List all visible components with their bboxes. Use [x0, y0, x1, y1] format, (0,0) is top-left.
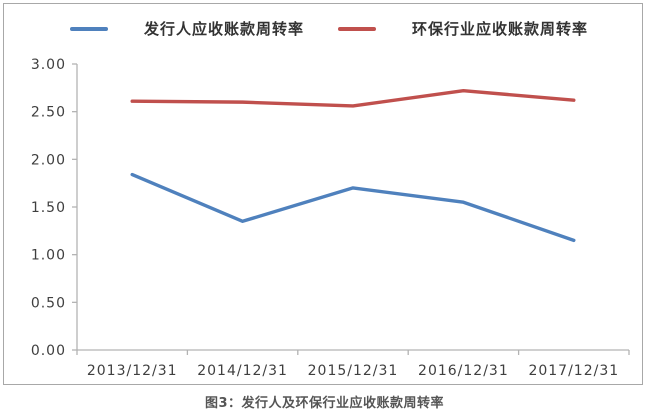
legend-line-swatch-red — [338, 26, 376, 31]
figure-caption: 图3：发行人及环保行业应收账款周转率 — [204, 396, 445, 411]
series-line-1 — [130, 88, 576, 108]
legend-line-swatch-blue — [69, 26, 108, 31]
y-tick-label: 3.00 — [31, 57, 66, 73]
y-tick-label: 2.00 — [31, 152, 66, 168]
y-tick-label: 1.00 — [31, 248, 66, 264]
x-category-label: 2015/12/31 — [308, 363, 399, 379]
y-tick-label: 1.50 — [31, 200, 66, 216]
y-tick-label: 2.50 — [31, 105, 66, 121]
x-category-label: 2017/12/31 — [528, 363, 619, 379]
series-line-0 — [130, 172, 576, 243]
legend-item-industry: 环保行业应收账款周转率 — [338, 18, 588, 39]
legend-label-issuer: 发行人应收账款周转率 — [143, 20, 304, 38]
legend-item-issuer: 发行人应收账款周转率 — [69, 18, 304, 39]
y-tick-label: 0.00 — [31, 343, 66, 359]
legend-label-industry: 环保行业应收账款周转率 — [412, 20, 589, 38]
y-tick-label: 0.50 — [31, 295, 66, 311]
legend: 发行人应收账款周转率 环保行业应收账款周转率 — [34, 18, 624, 39]
x-category-label: 2014/12/31 — [197, 363, 288, 379]
x-category-label: 2016/12/31 — [418, 363, 509, 379]
plot-area: 0.00 0.50 1.00 1.50 2.00 2.50 3.00 2013/12/31 20… — [31, 57, 630, 379]
chart-frame: 发行人应收账款周转率 环保行业应收账款周转率 0.00 0.50 1.00 1.50 2… — [3, 3, 643, 385]
x-category-label: 2013/12/31 — [87, 363, 178, 379]
